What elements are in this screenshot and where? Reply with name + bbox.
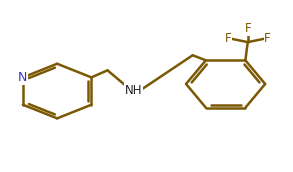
Text: F: F bbox=[244, 23, 251, 35]
Text: N: N bbox=[18, 71, 28, 84]
Text: NH: NH bbox=[125, 84, 142, 96]
Text: F: F bbox=[264, 31, 271, 45]
Text: F: F bbox=[224, 31, 231, 45]
